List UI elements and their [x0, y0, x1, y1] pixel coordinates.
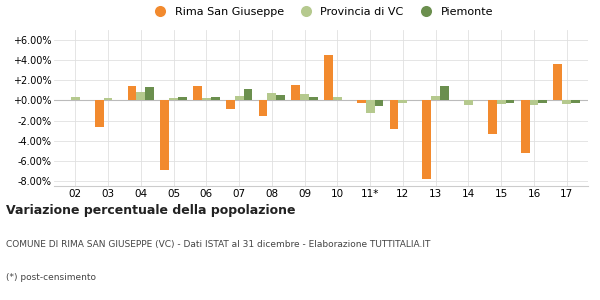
Bar	[538, 100, 547, 103]
Bar	[464, 100, 473, 106]
Bar	[128, 86, 136, 100]
Bar	[202, 98, 211, 101]
Bar	[422, 100, 431, 179]
Bar	[259, 100, 268, 116]
Bar	[178, 98, 187, 100]
Bar	[226, 100, 235, 109]
Bar	[244, 89, 253, 100]
Bar	[530, 100, 538, 106]
Bar	[193, 86, 202, 100]
Bar	[169, 98, 178, 101]
Bar	[333, 98, 342, 100]
Bar	[497, 100, 506, 104]
Bar	[553, 64, 562, 100]
Bar	[562, 100, 571, 104]
Bar	[488, 100, 497, 134]
Bar	[374, 100, 383, 106]
Bar	[268, 93, 276, 100]
Bar	[324, 55, 333, 100]
Text: (*) post-censimento: (*) post-censimento	[6, 273, 96, 282]
Bar	[521, 100, 530, 153]
Bar	[571, 100, 580, 103]
Bar	[398, 100, 407, 103]
Bar	[357, 100, 366, 103]
Bar	[145, 87, 154, 101]
Bar	[431, 96, 440, 100]
Bar	[71, 98, 80, 100]
Bar	[235, 96, 244, 100]
Bar	[292, 85, 300, 100]
Bar	[506, 100, 514, 103]
Bar	[276, 95, 285, 101]
Bar	[300, 94, 309, 100]
Bar	[366, 100, 374, 112]
Bar	[136, 92, 145, 101]
Bar	[309, 98, 318, 100]
Bar	[95, 100, 104, 127]
Legend: Rima San Giuseppe, Provincia di VC, Piemonte: Rima San Giuseppe, Provincia di VC, Piem…	[145, 2, 497, 21]
Bar	[104, 98, 112, 101]
Bar	[211, 98, 220, 100]
Bar	[440, 86, 449, 100]
Bar	[160, 100, 169, 170]
Text: COMUNE DI RIMA SAN GIUSEPPE (VC) - Dati ISTAT al 31 dicembre - Elaborazione TUTT: COMUNE DI RIMA SAN GIUSEPPE (VC) - Dati …	[6, 240, 430, 249]
Text: Variazione percentuale della popolazione: Variazione percentuale della popolazione	[6, 204, 296, 217]
Bar	[389, 100, 398, 129]
